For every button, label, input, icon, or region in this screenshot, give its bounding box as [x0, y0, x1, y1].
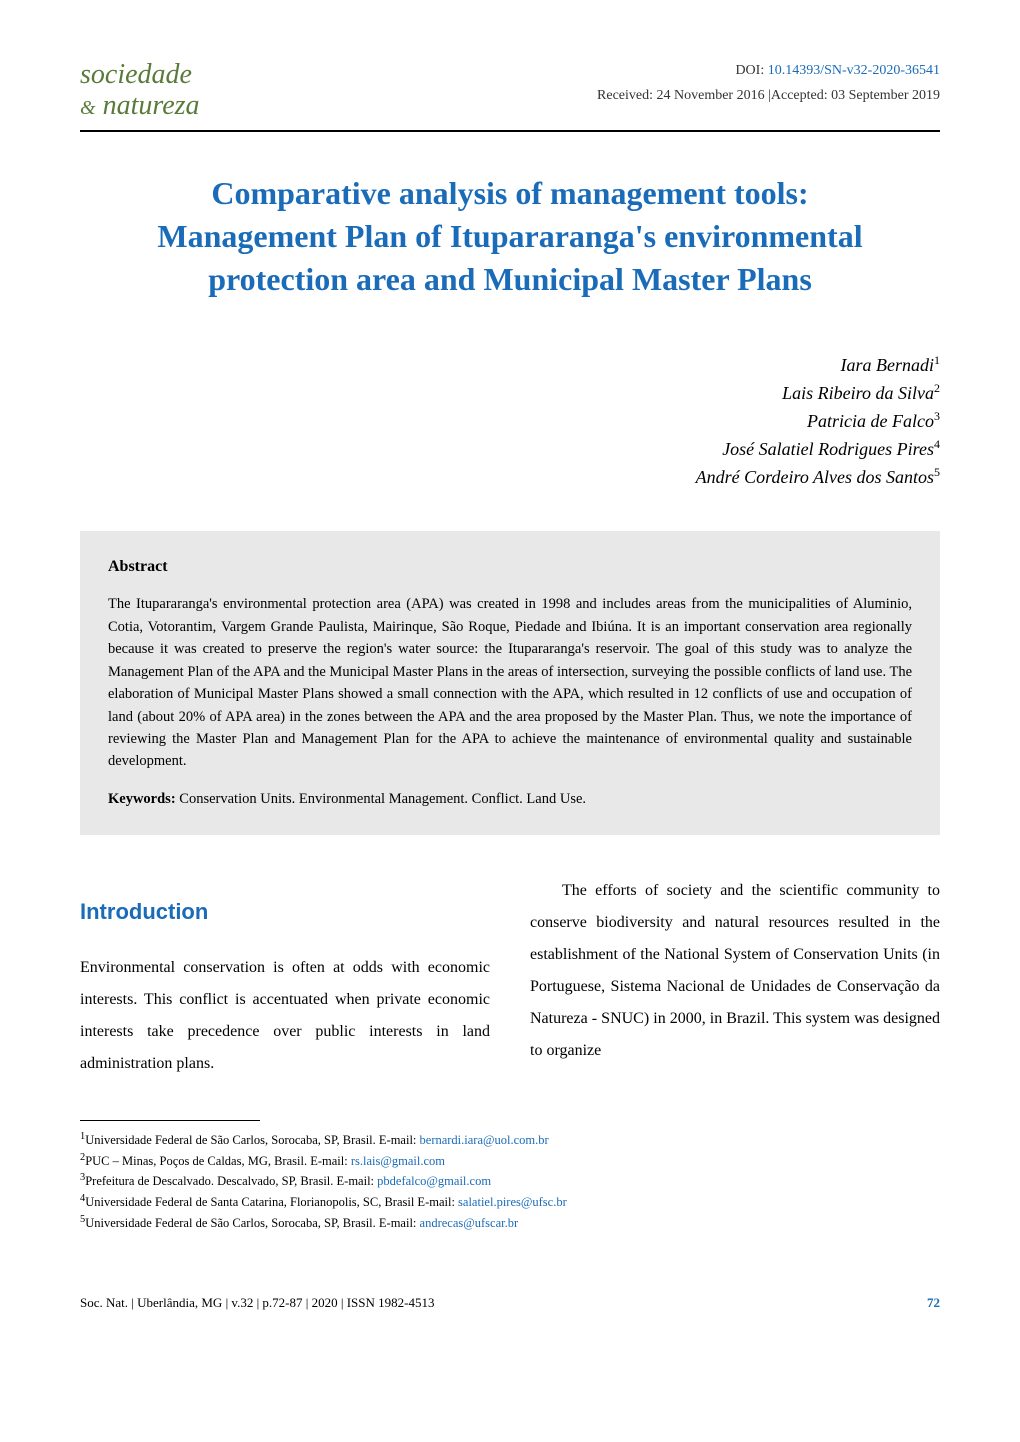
- footnote-email[interactable]: pbdefalco@gmail.com: [377, 1175, 491, 1189]
- footnote-affil: Universidade Federal de Santa Catarina, …: [85, 1196, 458, 1210]
- abstract-box: Abstract The Itupararanga's environmenta…: [80, 531, 940, 835]
- author-affil-sup: 5: [934, 465, 940, 479]
- page-footer: Soc. Nat. | Uberlândia, MG | v.32 | p.72…: [80, 1293, 940, 1313]
- footnote-email[interactable]: andrecas@ufscar.br: [420, 1216, 519, 1230]
- journal-name-line1: sociedade: [80, 60, 200, 91]
- footnote-affil: Universidade Federal de São Carlos, Soro…: [85, 1216, 419, 1230]
- footnote-email[interactable]: bernardi.iara@uol.com.br: [420, 1133, 549, 1147]
- author-name: Patricia de Falco: [807, 411, 934, 431]
- journal-name-line2-rest: natureza: [96, 90, 200, 121]
- journal-name-line2: & natureza: [80, 91, 200, 122]
- footnote-line: 4Universidade Federal de Santa Catarina,…: [80, 1191, 940, 1212]
- doi-label: DOI:: [735, 63, 767, 78]
- author-line: Lais Ribeiro da Silva2: [80, 379, 940, 407]
- header-divider: [80, 130, 940, 132]
- keywords-values: Conservation Units. Environmental Manage…: [176, 791, 586, 807]
- page-header: sociedade & natureza DOI: 10.14393/SN-v3…: [80, 60, 940, 122]
- author-line: Patricia de Falco3: [80, 407, 940, 435]
- author-affil-sup: 1: [934, 353, 940, 367]
- author-line: Iara Bernadi1: [80, 351, 940, 379]
- keywords-line: Keywords: Conservation Units. Environmen…: [108, 789, 912, 811]
- footnote-line: 3Prefeitura de Descalvado. Descalvado, S…: [80, 1170, 940, 1191]
- footer-citation: Soc. Nat. | Uberlândia, MG | v.32 | p.72…: [80, 1293, 434, 1313]
- author-name: Lais Ribeiro da Silva: [782, 383, 934, 403]
- received-accepted: Received: 24 November 2016 |Accepted: 03…: [597, 85, 940, 106]
- author-affil-sup: 3: [934, 409, 940, 423]
- body-paragraph: Environmental conservation is often at o…: [80, 952, 490, 1080]
- author-line: André Cordeiro Alves dos Santos5: [80, 463, 940, 491]
- footnotes-block: 1Universidade Federal de São Carlos, Sor…: [80, 1129, 940, 1234]
- abstract-text: The Itupararanga's environmental protect…: [108, 593, 912, 773]
- article-title: Comparative analysis of management tools…: [120, 172, 900, 302]
- doi-line: DOI: 10.14393/SN-v32-2020-36541: [597, 60, 940, 81]
- journal-logo: sociedade & natureza: [80, 60, 200, 122]
- footnote-email[interactable]: rs.lais@gmail.com: [351, 1154, 445, 1168]
- body-paragraph: The efforts of society and the scientifi…: [530, 875, 940, 1067]
- footnote-affil: Prefeitura de Descalvado. Descalvado, SP…: [85, 1175, 377, 1189]
- footnote-line: 1Universidade Federal de São Carlos, Sor…: [80, 1129, 940, 1150]
- author-name: Iara Bernadi: [841, 355, 935, 375]
- keywords-label: Keywords:: [108, 791, 176, 807]
- author-line: José Salatiel Rodrigues Pires4: [80, 435, 940, 463]
- ampersand: &: [80, 97, 96, 119]
- header-meta: DOI: 10.14393/SN-v32-2020-36541 Received…: [597, 60, 940, 106]
- left-column: Introduction Environmental conservation …: [80, 875, 490, 1080]
- author-name: José Salatiel Rodrigues Pires: [722, 439, 934, 459]
- doi-link[interactable]: 10.14393/SN-v32-2020-36541: [768, 63, 940, 78]
- footnote-affil: Universidade Federal de São Carlos, Soro…: [85, 1133, 419, 1147]
- author-affil-sup: 4: [934, 437, 940, 451]
- footnote-affil: PUC – Minas, Poços de Caldas, MG, Brasil…: [85, 1154, 351, 1168]
- right-column: The efforts of society and the scientifi…: [530, 875, 940, 1080]
- abstract-heading: Abstract: [108, 555, 912, 579]
- footnote-line: 5Universidade Federal de São Carlos, Sor…: [80, 1212, 940, 1233]
- author-affil-sup: 2: [934, 381, 940, 395]
- footnote-email[interactable]: salatiel.pires@ufsc.br: [458, 1196, 567, 1210]
- author-name: André Cordeiro Alves dos Santos: [696, 467, 934, 487]
- authors-block: Iara Bernadi1 Lais Ribeiro da Silva2 Pat…: [80, 351, 940, 491]
- footnote-line: 2PUC – Minas, Poços de Caldas, MG, Brasi…: [80, 1150, 940, 1171]
- page-number: 72: [927, 1293, 940, 1313]
- body-columns: Introduction Environmental conservation …: [80, 875, 940, 1080]
- footnote-divider: [80, 1120, 260, 1121]
- section-heading-introduction: Introduction: [80, 895, 490, 928]
